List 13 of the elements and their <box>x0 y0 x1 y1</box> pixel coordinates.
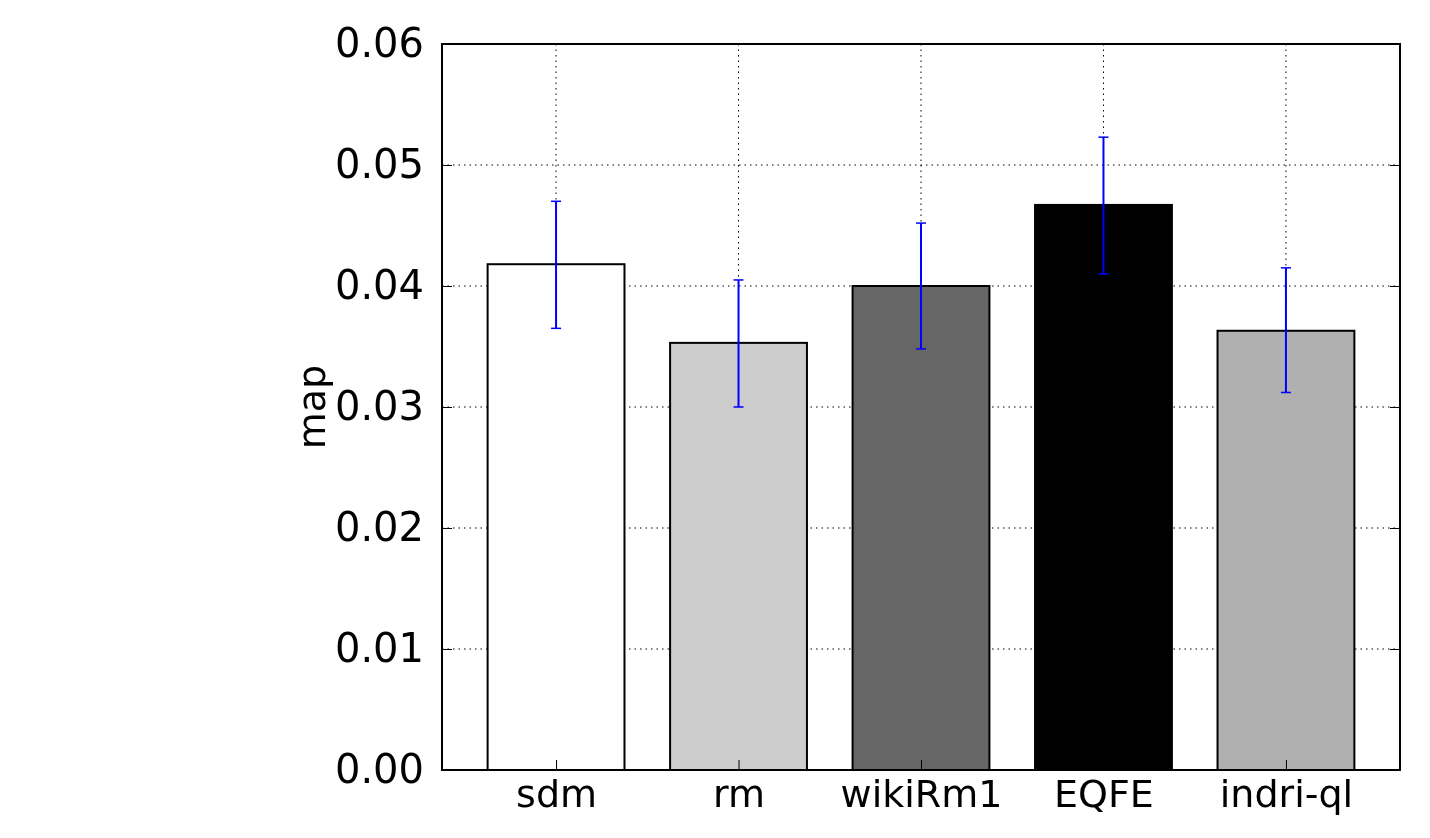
y-tick-label: 0.05 <box>334 141 424 188</box>
y-tick-label: 0.02 <box>334 504 424 551</box>
x-tick-label: indri-ql <box>1219 771 1354 816</box>
y-tick-label: 0.01 <box>334 625 424 672</box>
y-tick-label: 0.06 <box>334 20 424 67</box>
y-tick-label: 0.03 <box>334 383 424 430</box>
y-tick-label: 0.00 <box>334 746 424 793</box>
x-tick-label: wikiRm1 <box>840 771 1003 816</box>
x-tick-label: EQFE <box>1054 771 1154 816</box>
y-tick-label: 0.04 <box>334 262 424 309</box>
y-axis-title: map <box>290 364 334 450</box>
x-tick-label: rm <box>713 771 766 816</box>
x-tick-label: sdm <box>516 771 598 816</box>
